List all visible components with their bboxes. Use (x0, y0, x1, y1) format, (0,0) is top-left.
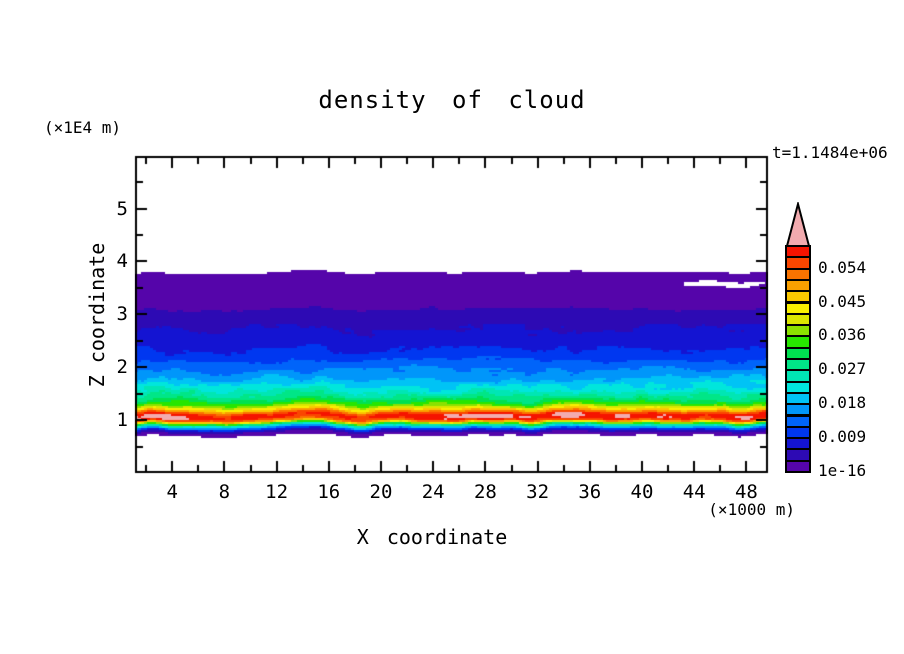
x-tick-label: 32 (526, 481, 550, 503)
colorbar-tick-label: 0.036 (818, 325, 867, 345)
colorbar-overflow-arrow (785, 202, 811, 247)
x-tick-label: 36 (578, 481, 602, 503)
x-tick-label: 24 (421, 481, 445, 503)
x-axis-units-label: (×1000 m) (708, 500, 795, 519)
colorbar-tick-label: 0.054 (818, 257, 867, 277)
y-tick-label: 1 (116, 409, 128, 432)
x-tick-label: 48 (734, 481, 758, 503)
colorbar-tick-label: 1e-16 (818, 461, 867, 480)
colorbar-cell (785, 459, 811, 473)
x-tick-label: 12 (265, 481, 289, 503)
y-tick-label: 4 (116, 250, 128, 273)
x-tick-label: 4 (166, 481, 178, 503)
colorbar-tick-label: 0.009 (818, 427, 867, 447)
x-tick-label: 8 (218, 481, 231, 503)
colorbar (785, 245, 811, 473)
colorbar-tick-label: 0.027 (818, 359, 867, 379)
x-tick-label: 16 (317, 481, 341, 503)
x-tick-label: 40 (630, 481, 654, 503)
y-tick-label: 5 (116, 197, 128, 220)
x-tick-label: 20 (369, 481, 393, 503)
colorbar-tick-label: 0.018 (818, 393, 867, 413)
colorbar-tick-label: 0.045 (818, 291, 867, 311)
y-tick-label: 3 (116, 303, 128, 326)
x-tick-label: 44 (682, 481, 706, 503)
x-tick-label: 28 (473, 481, 497, 503)
x-axis-title: X coordinate (356, 525, 508, 549)
y-tick-label: 2 (116, 356, 128, 379)
